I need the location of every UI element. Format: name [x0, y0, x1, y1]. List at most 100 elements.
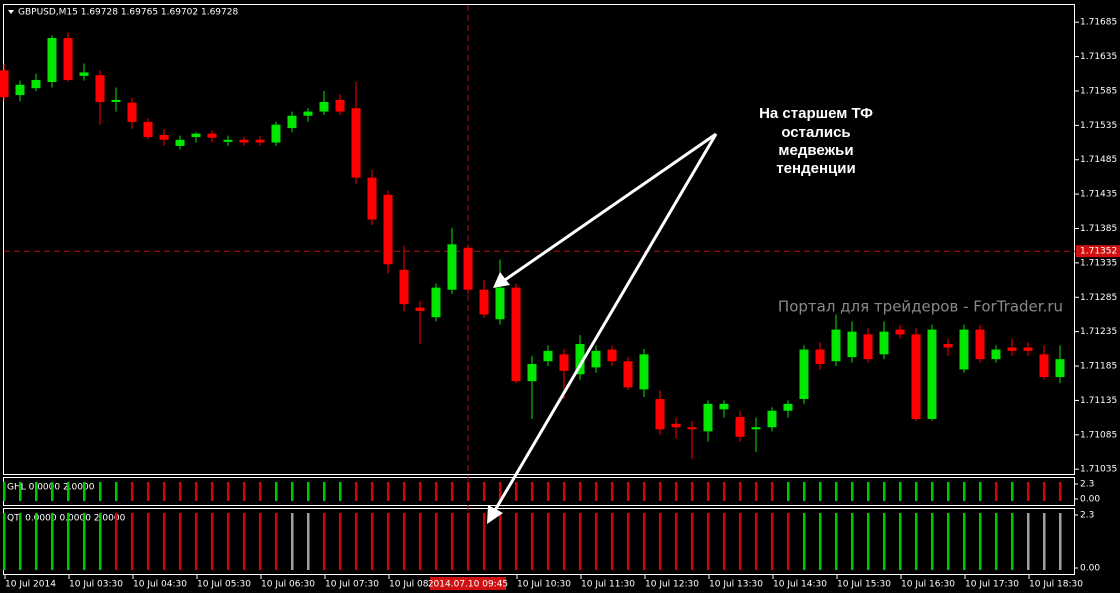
candle-body: [431, 287, 441, 318]
candle-body: [271, 124, 281, 143]
signal-bar: [627, 482, 630, 501]
crosshair-time: 2014.07.10 09:45: [428, 580, 508, 590]
indicator-tick-label: 0.00: [1080, 495, 1100, 505]
signal-bar: [1027, 513, 1030, 570]
signal-bar: [515, 482, 518, 501]
signal-bar: [803, 482, 806, 501]
signal-bar: [467, 482, 470, 501]
signal-bar: [1059, 513, 1062, 570]
signal-bar: [307, 482, 310, 501]
signal-bar: [675, 482, 678, 501]
signal-bar: [531, 482, 534, 501]
signal-bar: [819, 513, 822, 570]
y-tick-label: 1.71185: [1080, 362, 1117, 372]
signal-bar: [579, 482, 582, 501]
signal-bar: [1059, 482, 1062, 501]
signal-bar: [403, 513, 406, 570]
plot: 1.71685 1.71635 1.71585 1.71535 1.71485 1.714…: [0, 5, 1120, 590]
signal-bar: [19, 513, 22, 570]
signal-bar: [739, 513, 742, 570]
candle-body: [15, 84, 25, 96]
header: GBPUSD,M15 1.69728 1.69765 1.69702 1.697…: [18, 8, 238, 18]
indicator-tick-label: 2.3: [1080, 511, 1094, 521]
signal-bar: [947, 482, 950, 501]
signal-bar: [835, 482, 838, 501]
candle-body: [591, 350, 601, 368]
signal-bar: [483, 513, 486, 570]
signal-bar: [931, 513, 934, 570]
candle-body: [63, 38, 73, 80]
arrows: [492, 132, 718, 513]
signal-bar: [627, 513, 630, 570]
signal-bar: [259, 513, 262, 570]
signal-bar: [915, 513, 918, 570]
annotation: остались: [781, 124, 850, 141]
candle-body: [447, 244, 457, 290]
candle-body: [703, 403, 713, 432]
signal-bar: [563, 482, 566, 501]
signal-bar: [691, 513, 694, 570]
candle-body: [927, 329, 937, 419]
signal-bar: [243, 482, 246, 501]
signal-bar: [371, 513, 374, 570]
indicator-label: QTI 0.0000 0.0000 2.0000: [7, 514, 126, 524]
signal-bar: [339, 482, 342, 501]
signal-bar: [147, 482, 150, 501]
signal-bar: [659, 513, 662, 570]
candle-body: [783, 403, 793, 411]
signal-bar: [499, 513, 502, 570]
signal-bar: [147, 513, 150, 570]
signal-bar: [963, 482, 966, 501]
signal-bar: [787, 513, 790, 570]
signal-bar: [435, 482, 438, 501]
price-label-bg: [1076, 245, 1120, 258]
candle-body: [943, 344, 953, 348]
signal-bar: [771, 513, 774, 570]
signal-bar: [275, 482, 278, 501]
signal-bar: [947, 513, 950, 570]
signal-bar: [3, 513, 6, 570]
signal-bar: [419, 482, 422, 501]
candle-body: [911, 334, 921, 419]
candle-body: [991, 349, 1001, 360]
signal-bar: [595, 482, 598, 501]
signal-bar: [819, 482, 822, 501]
candle-body: [655, 399, 665, 430]
x-tick-label: 10 Jul 18:30: [1029, 580, 1083, 590]
signal-bar: [979, 482, 982, 501]
candle-body: [735, 416, 745, 437]
signal-bar: [323, 513, 326, 570]
signal-bar: [115, 482, 118, 501]
candle-body: [463, 247, 473, 290]
candle-body: [31, 79, 41, 89]
indicator-tick-label: 2.3: [1080, 480, 1094, 490]
candle-body: [111, 99, 121, 102]
signal-bar: [595, 513, 598, 570]
signal-bar: [99, 482, 102, 501]
candle-body: [303, 111, 313, 116]
signal-bar: [851, 513, 854, 570]
signal-bar: [755, 482, 758, 501]
candle-body: [351, 108, 361, 178]
y-tick-label: 1.71685: [1080, 18, 1117, 28]
signal-bar: [163, 513, 166, 570]
candle-body: [495, 287, 505, 320]
signal-bar: [291, 482, 294, 501]
signal-bar: [531, 513, 534, 570]
candle-body: [367, 177, 377, 220]
signal-bar: [659, 482, 662, 501]
candle-body: [207, 133, 217, 138]
candle-body: [0, 70, 9, 98]
signal-bar: [547, 482, 550, 501]
signal-bar: [547, 513, 550, 570]
signal-bar: [723, 482, 726, 501]
candle-body: [47, 38, 57, 83]
y-tick-label: 1.71385: [1080, 224, 1117, 234]
candle-body: [159, 134, 169, 140]
annotation: тенденции: [776, 160, 855, 177]
menu-triangle[interactable]: [8, 10, 14, 14]
signal-bar: [803, 513, 806, 570]
signal-bar: [275, 513, 278, 570]
signal-bar: [227, 482, 230, 501]
signal-bar: [899, 482, 902, 501]
